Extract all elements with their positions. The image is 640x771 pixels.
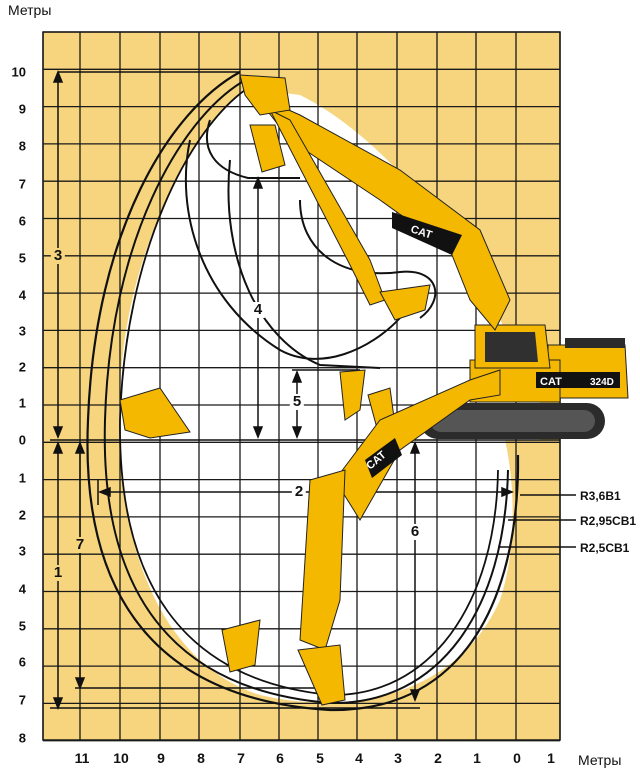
y-tick-label: 9 bbox=[0, 102, 26, 117]
reach-label-r3: R2,5CB1 bbox=[580, 541, 629, 555]
y-tick-label: 5 bbox=[0, 619, 26, 634]
dimension-label-7: 7 bbox=[73, 537, 87, 553]
y-axis-title: Метры bbox=[8, 2, 51, 18]
x-tick-label: 0 bbox=[502, 750, 532, 766]
dimension-label-4: 4 bbox=[251, 302, 265, 318]
reach-label-r1: R3,6B1 bbox=[580, 489, 621, 503]
y-tick-label: 1 bbox=[0, 396, 26, 411]
y-tick-label: 0 bbox=[0, 433, 26, 448]
dimension-label-3: 3 bbox=[51, 248, 65, 264]
engine-hood bbox=[565, 338, 625, 348]
y-tick-label: 5 bbox=[0, 251, 26, 266]
reach-label-r2: R2,95CB1 bbox=[580, 514, 636, 528]
x-tick-label: 10 bbox=[106, 750, 136, 766]
x-tick-label: 2 bbox=[423, 750, 453, 766]
y-tick-label: 8 bbox=[0, 731, 26, 746]
y-tick-label: 4 bbox=[0, 288, 26, 303]
x-tick-label: 11 bbox=[67, 750, 97, 766]
y-tick-label: 4 bbox=[0, 582, 26, 597]
y-tick-label: 6 bbox=[0, 214, 26, 229]
x-tick-label: 3 bbox=[383, 750, 413, 766]
y-tick-label: 6 bbox=[0, 655, 26, 670]
x-tick-label: 6 bbox=[265, 750, 295, 766]
body-decal: CAT 324D bbox=[536, 372, 620, 388]
model-number: 324D bbox=[590, 377, 614, 388]
dimension-label-6: 6 bbox=[408, 524, 422, 540]
x-tick-label: 1 bbox=[536, 750, 566, 766]
x-tick-label: 9 bbox=[146, 750, 176, 766]
x-tick-label: 7 bbox=[226, 750, 256, 766]
dimension-label-1: 1 bbox=[51, 565, 65, 581]
y-tick-label: 2 bbox=[0, 508, 26, 523]
x-tick-label: 1 bbox=[462, 750, 492, 766]
cab-window bbox=[485, 332, 538, 362]
y-tick-label: 3 bbox=[0, 324, 26, 339]
x-axis-title: Метры bbox=[578, 752, 621, 768]
x-tick-label: 4 bbox=[344, 750, 374, 766]
x-tick-label: 8 bbox=[186, 750, 216, 766]
y-tick-label: 1 bbox=[0, 471, 26, 486]
dimension-label-5: 5 bbox=[290, 394, 304, 410]
y-tick-label: 8 bbox=[0, 139, 26, 154]
y-tick-label: 10 bbox=[0, 65, 26, 80]
y-tick-label: 3 bbox=[0, 544, 26, 559]
body-logo: CAT bbox=[540, 376, 562, 388]
y-tick-label: 2 bbox=[0, 360, 26, 375]
dimension-label-2: 2 bbox=[292, 484, 306, 500]
y-tick-label: 7 bbox=[0, 693, 26, 708]
y-tick-label: 7 bbox=[0, 177, 26, 192]
x-tick-label: 5 bbox=[305, 750, 335, 766]
